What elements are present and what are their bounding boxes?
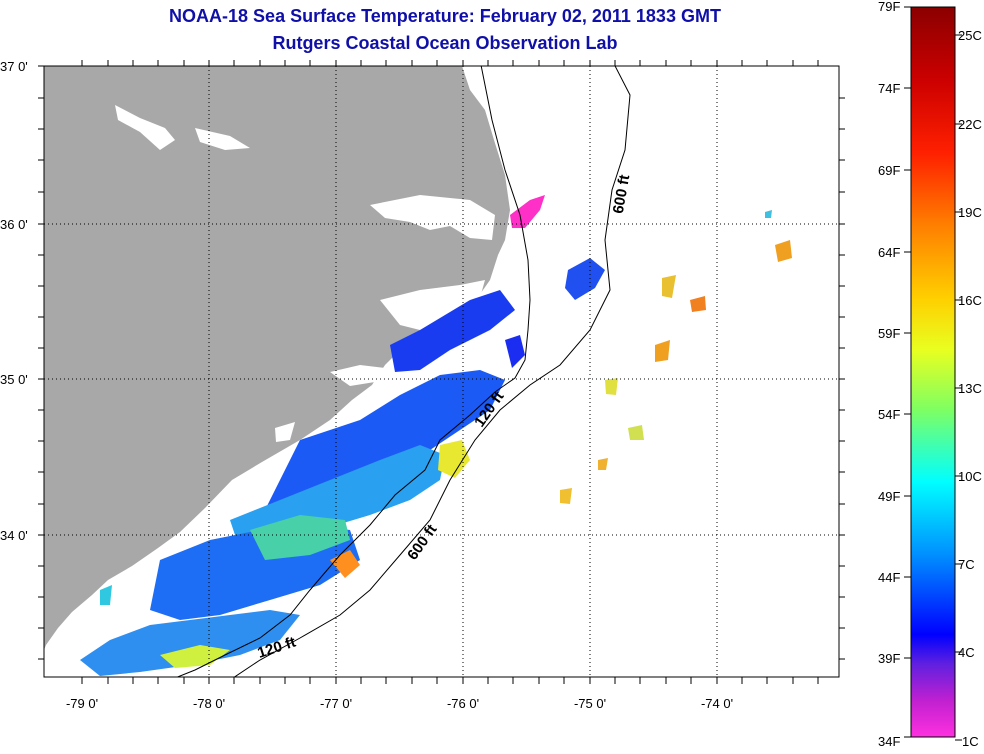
lon-label: -77 0': [320, 696, 352, 711]
lat-label: 37 0': [0, 59, 28, 74]
bottom-ticks: [81, 677, 819, 684]
top-ticks: [81, 60, 819, 66]
inland-water: [380, 280, 485, 330]
contour-120ft: [176, 66, 531, 677]
lon-label: -76 0': [447, 696, 479, 711]
right-ticks: [839, 97, 845, 660]
contour-label-600ft: 600 ft: [610, 173, 634, 215]
graticule: [44, 66, 839, 677]
lat-label: 35 0': [0, 372, 28, 387]
lon-label: -79 0': [66, 696, 98, 711]
sst-data: [80, 195, 792, 676]
map-title: NOAA-18 Sea Surface Temperature: Februar…: [169, 6, 721, 26]
map-frame: [43, 65, 840, 678]
left-ticks: [38, 65, 44, 660]
lon-label: -75 0': [574, 696, 606, 711]
inland-water: [370, 195, 495, 240]
lon-label: -78 0': [193, 696, 225, 711]
contour-600ft: [233, 66, 631, 677]
map-subtitle: Rutgers Coastal Ocean Observation Lab: [272, 33, 618, 53]
inland-water: [330, 365, 385, 386]
lat-label: 34 0': [0, 528, 28, 543]
lat-label: 36 0': [0, 217, 28, 232]
lon-label: -74 0': [701, 696, 733, 711]
inland-water: [275, 422, 295, 442]
inland-water: [195, 128, 250, 150]
inland-water: [115, 105, 175, 150]
